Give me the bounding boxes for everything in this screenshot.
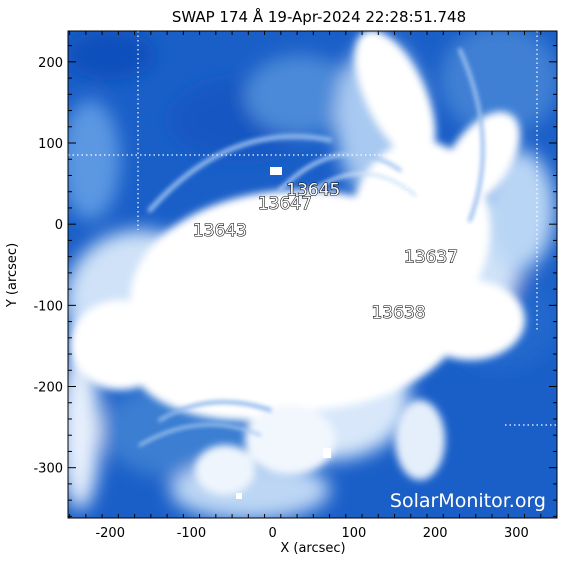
y-tick-label: 200 [38, 56, 63, 71]
x-tick-label: 100 [342, 526, 367, 541]
x-tick-label: -200 [95, 526, 125, 541]
active-region-label: 13643 [193, 221, 247, 241]
coordinate-grid [68, 31, 557, 426]
x-tick-label: 300 [504, 526, 529, 541]
y-tick-label: 0 [55, 218, 63, 233]
x-tick-label: -100 [177, 526, 207, 541]
y-tick-label: -200 [33, 381, 63, 396]
active-region-label: 13638 [372, 303, 426, 323]
plot-frame [67, 30, 558, 519]
watermark: SolarMonitor.org [390, 490, 546, 512]
figure-title: SWAP 174 Å 19-Apr-2024 22:28:51.748 [172, 7, 466, 26]
active-region-label: 13645 [286, 180, 340, 200]
x-axis-label: X (arcsec) [280, 541, 345, 556]
active-region-label: 13647 [258, 194, 312, 214]
axis-ticks [68, 31, 558, 518]
x-tick-label: 200 [423, 526, 448, 541]
y-tick-label: -100 [33, 299, 63, 314]
active-region-label: 13637 [404, 248, 458, 268]
y-tick-labels: 200 100 0 -100 -200 -300 [33, 56, 63, 477]
y-tick-label: -300 [33, 462, 63, 477]
y-tick-label: 100 [38, 137, 63, 152]
y-axis-label: Y (arcsec) [5, 243, 20, 308]
swap-solar-image [68, 31, 557, 518]
x-tick-label: 0 [269, 526, 277, 541]
x-tick-labels: -200 -100 0 100 200 300 [95, 526, 528, 541]
